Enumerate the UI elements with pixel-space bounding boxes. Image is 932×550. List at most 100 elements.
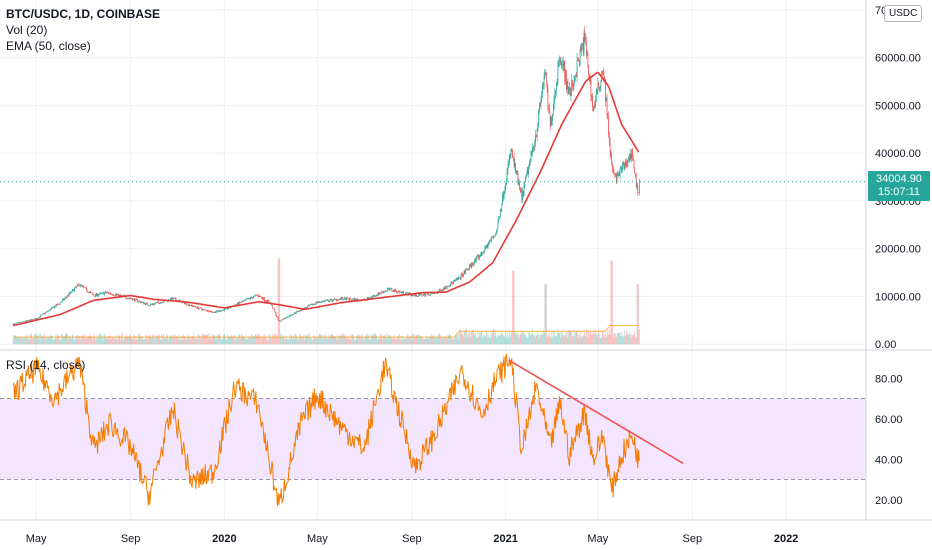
candle-body: [320, 302, 321, 303]
candle-body: [557, 66, 559, 83]
candle-body: [240, 302, 241, 304]
volume-bar: [343, 335, 345, 345]
volume-bar: [277, 258, 279, 345]
volume-bar: [509, 331, 510, 345]
volume-bar: [372, 334, 374, 345]
volume-bar: [77, 334, 79, 345]
candle-body: [99, 293, 101, 295]
volume-bar: [432, 336, 434, 345]
volume-bar: [131, 338, 133, 345]
volume-bar: [413, 333, 414, 345]
volume-bar: [377, 336, 379, 345]
candle-body: [618, 174, 620, 176]
candle-body: [300, 310, 301, 311]
volume-bar: [279, 258, 281, 345]
volume-bar: [232, 337, 234, 345]
volume-bar: [181, 339, 183, 345]
volume-bar: [306, 336, 307, 345]
volume-bar: [171, 337, 173, 345]
volume-bar: [111, 339, 112, 345]
volume-bar: [445, 338, 447, 345]
volume-bar: [60, 339, 62, 345]
candle-body: [386, 290, 387, 292]
candle-body: [366, 297, 368, 300]
volume-bar: [115, 339, 117, 345]
candle-body: [343, 299, 344, 300]
volume-bar: [442, 336, 444, 345]
volume-bar: [168, 337, 170, 345]
candle-body: [157, 301, 159, 303]
volume-bar: [620, 336, 622, 345]
volume-bar: [480, 332, 482, 345]
volume-bar: [406, 334, 408, 345]
volume-bar: [270, 337, 272, 345]
volume-bar: [117, 339, 118, 345]
volume-bar: [260, 337, 261, 345]
candle-body: [436, 292, 437, 294]
candle-body: [522, 191, 524, 196]
volume-bar: [535, 337, 536, 345]
candle-body: [611, 155, 613, 166]
candle-body: [568, 87, 569, 94]
candle-body: [106, 292, 108, 294]
candle-body: [113, 295, 115, 296]
candle-body: [579, 48, 581, 66]
candle-body: [224, 308, 226, 310]
volume-bar: [130, 338, 132, 345]
candle-body: [147, 303, 148, 306]
candle-body: [75, 286, 77, 288]
candle-body: [464, 270, 466, 274]
candle-body: [534, 142, 536, 148]
candle-body: [105, 291, 107, 293]
volume-bar: [458, 339, 460, 345]
candle-body: [111, 294, 113, 295]
volume-legend[interactable]: Vol (20): [6, 23, 48, 37]
candle-body: [81, 284, 82, 286]
volume-bar: [604, 335, 606, 345]
volume-bar: [136, 339, 138, 345]
volume-bar: [495, 337, 497, 345]
candle-body: [628, 157, 629, 160]
candle-body: [524, 181, 526, 186]
volume-bar: [612, 337, 614, 345]
candle-body: [401, 292, 403, 293]
candle-body: [63, 298, 65, 300]
volume-bar: [261, 338, 263, 345]
volume-bar: [334, 335, 336, 345]
volume-bar: [441, 338, 443, 345]
volume-bar: [404, 337, 406, 345]
candle-body: [633, 159, 635, 168]
volume-bar: [405, 339, 407, 345]
volume-bar: [275, 337, 277, 345]
volume-bar: [73, 339, 75, 345]
candle-body: [390, 288, 392, 289]
volume-bar: [18, 337, 20, 345]
volume-bar: [217, 334, 218, 345]
candle-body: [236, 304, 238, 305]
volume-bar: [24, 338, 25, 345]
volume-bar: [452, 338, 454, 345]
volume-bar: [504, 336, 506, 345]
volume-bar: [114, 338, 115, 345]
ema-legend[interactable]: EMA (50, close): [6, 39, 91, 53]
volume-bar: [234, 339, 236, 345]
volume-bar: [313, 334, 314, 345]
volume-bar: [638, 329, 640, 345]
volume-bar: [350, 339, 352, 345]
candle-body: [264, 300, 266, 302]
candle-body: [101, 292, 103, 294]
volume-bar: [100, 333, 102, 345]
volume-bar: [286, 338, 288, 345]
volume-bar: [519, 337, 520, 345]
candle-body: [535, 134, 536, 143]
rsi-legend[interactable]: RSI (14, close): [6, 358, 86, 372]
candle-body: [509, 155, 511, 157]
candle-body: [260, 296, 262, 298]
currency-badge[interactable]: USDC: [884, 5, 923, 22]
symbol-title[interactable]: BTC/USDC, 1D, COINBASE: [6, 7, 161, 21]
volume-bar: [476, 337, 477, 345]
candle-body: [299, 310, 301, 312]
candle-body: [304, 307, 306, 310]
volume-bar: [473, 334, 475, 345]
